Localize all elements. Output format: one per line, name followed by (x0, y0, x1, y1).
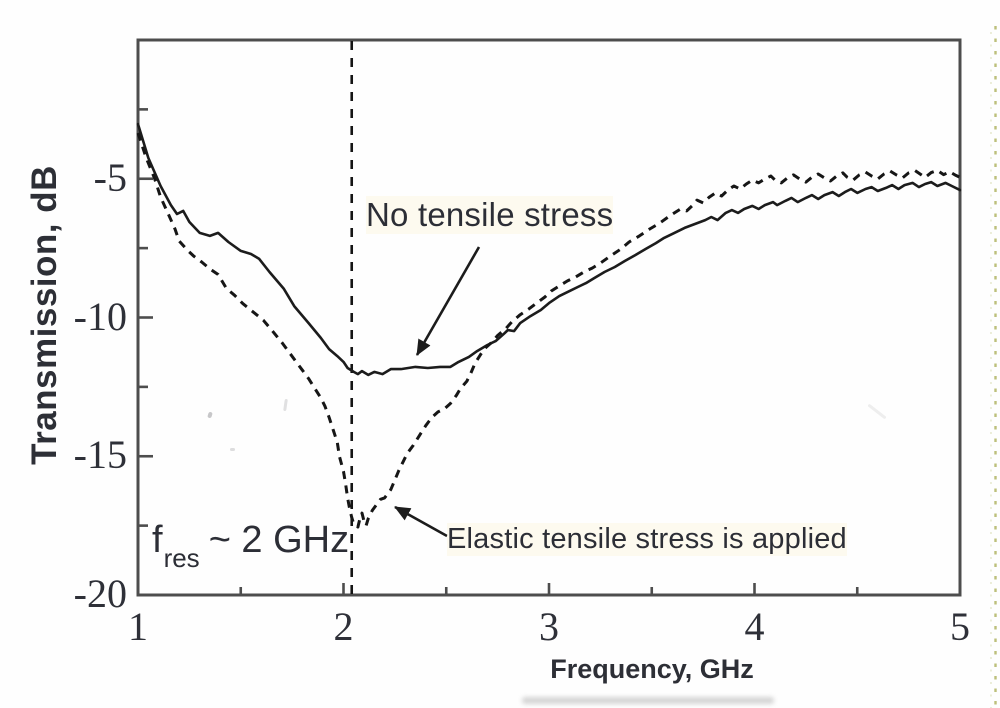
curve-solid (136, 122, 962, 377)
annotation-no-tensile-stress: No tensile stress (366, 196, 614, 234)
curve-dashed (136, 132, 961, 529)
annotation-resonance-frequency: fres ~ 2 GHz (152, 519, 350, 573)
y-axis-title: Transmission, dB (25, 165, 64, 465)
scan-smudge-bottom (522, 697, 774, 704)
x-tick-label: 5 (950, 604, 970, 649)
y-tick-label: -10 (73, 293, 127, 339)
x-tick-label: 1 (128, 604, 148, 649)
resonance-value: ~ 2 GHz (208, 519, 350, 561)
x-tick-label: 2 (333, 604, 354, 649)
y-tick-label: -20 (73, 571, 127, 616)
x-axis-title: Frequency, GHz (550, 654, 754, 684)
y-tick-label: -5 (93, 154, 127, 200)
annotation-arrow-solid (415, 246, 481, 356)
y-tick-label: -15 (73, 432, 127, 478)
x-tick-label: 4 (744, 604, 765, 649)
resonance-subscript: res (163, 543, 200, 573)
annotation-elastic-tensile-stress: Elastic tensile stress is applied (447, 523, 847, 557)
resonance-symbol: f (152, 519, 163, 561)
x-tick-label: 3 (539, 604, 559, 649)
plot-border (136, 38, 962, 597)
axis-ticks (136, 108, 962, 597)
scan-speck (230, 448, 235, 451)
annotation-arrow-dashed (394, 505, 448, 538)
